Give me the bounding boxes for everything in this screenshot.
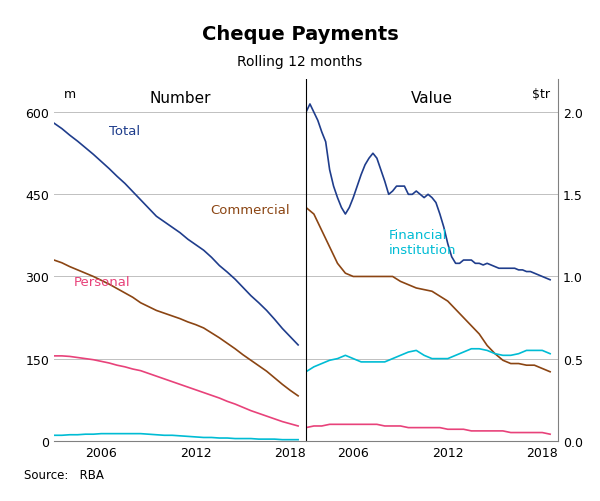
Text: Personal: Personal — [74, 276, 131, 289]
Text: m: m — [64, 87, 76, 100]
Text: Commercial: Commercial — [210, 203, 290, 216]
Text: Rolling 12 months: Rolling 12 months — [238, 55, 362, 69]
Text: Cheque Payments: Cheque Payments — [202, 25, 398, 44]
Text: $tr: $tr — [532, 87, 550, 100]
Text: Value: Value — [411, 91, 453, 106]
Text: Number: Number — [149, 91, 211, 106]
Text: Financial
institution: Financial institution — [389, 228, 457, 257]
Text: Total: Total — [109, 124, 140, 137]
Text: Source:   RBA: Source: RBA — [24, 468, 104, 481]
